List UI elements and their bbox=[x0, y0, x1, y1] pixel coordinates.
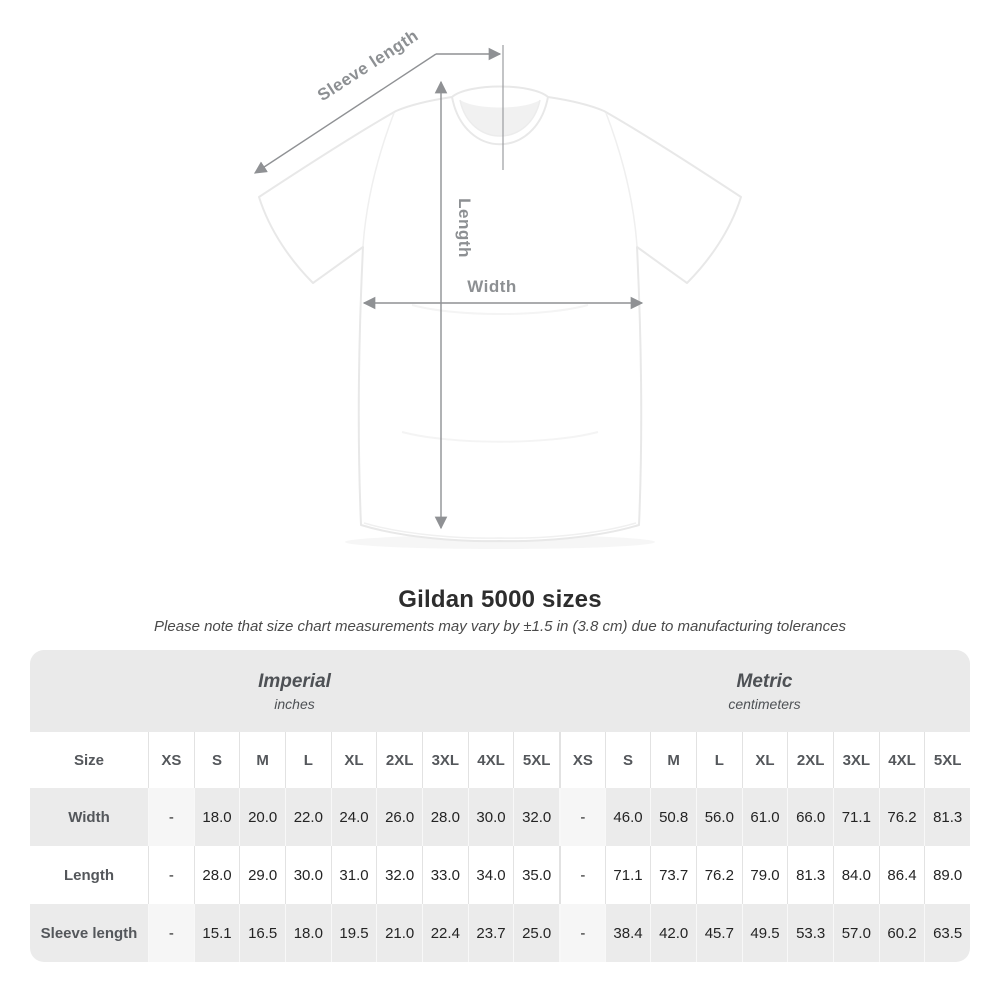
value-metric-4xl: 76.2 bbox=[878, 788, 925, 846]
value-metric-xl: 61.0 bbox=[741, 788, 788, 846]
size-header-metric-5xl: 5XL bbox=[924, 732, 970, 788]
size-header-metric-m: M bbox=[650, 732, 696, 788]
size-header-metric-3xl: 3XL bbox=[833, 732, 879, 788]
value-imperial-2xl: 32.0 bbox=[376, 846, 422, 904]
measurement-label: Width bbox=[30, 788, 148, 846]
right-sleeve-seam bbox=[605, 112, 638, 247]
value-imperial-xs: - bbox=[148, 788, 194, 846]
size-header-metric-xl: XL bbox=[741, 732, 788, 788]
value-imperial-m: 20.0 bbox=[239, 788, 285, 846]
size-header-imperial-5xl: 5XL bbox=[513, 732, 559, 788]
value-imperial-xl: 24.0 bbox=[330, 788, 377, 846]
value-metric-xs: - bbox=[559, 788, 605, 846]
value-metric-l: 45.7 bbox=[696, 904, 742, 962]
group-title: Imperial bbox=[258, 670, 331, 692]
value-metric-xs: - bbox=[559, 846, 605, 904]
size-table: Imperial inches Metric centimeters Size XS S M L… bbox=[30, 650, 970, 962]
group-subtitle: centimeters bbox=[728, 695, 801, 712]
value-metric-s: 46.0 bbox=[604, 788, 651, 846]
group-subtitle: inches bbox=[274, 695, 315, 712]
value-metric-2xl: 53.3 bbox=[787, 904, 833, 962]
value-imperial-2xl: 26.0 bbox=[376, 788, 422, 846]
value-metric-m: 73.7 bbox=[650, 846, 696, 904]
group-title: Metric bbox=[736, 670, 793, 692]
measurement-label: Sleeve length bbox=[30, 904, 148, 962]
size-column-header: Size bbox=[30, 732, 148, 788]
measurement-label: Length bbox=[30, 846, 148, 904]
value-imperial-3xl: 28.0 bbox=[422, 788, 468, 846]
value-imperial-m: 16.5 bbox=[239, 904, 285, 962]
value-imperial-s: 15.1 bbox=[193, 904, 240, 962]
value-metric-xl: 79.0 bbox=[741, 846, 788, 904]
value-imperial-xs: - bbox=[148, 846, 194, 904]
value-metric-m: 42.0 bbox=[650, 904, 696, 962]
size-header-imperial-xl: XL bbox=[330, 732, 377, 788]
value-imperial-4xl: 30.0 bbox=[467, 788, 514, 846]
value-metric-l: 56.0 bbox=[696, 788, 742, 846]
value-imperial-3xl: 22.4 bbox=[422, 904, 468, 962]
value-imperial-m: 29.0 bbox=[239, 846, 285, 904]
size-header-imperial-xs: XS bbox=[148, 732, 194, 788]
value-imperial-l: 22.0 bbox=[285, 788, 331, 846]
size-header-metric-s: S bbox=[604, 732, 651, 788]
value-imperial-5xl: 25.0 bbox=[513, 904, 559, 962]
value-metric-s: 38.4 bbox=[604, 904, 651, 962]
group-header-metric: Metric centimeters bbox=[559, 650, 970, 732]
sleeve-length-label: Sleeve length bbox=[314, 26, 422, 105]
value-imperial-xl: 19.5 bbox=[330, 904, 377, 962]
size-header-imperial-4xl: 4XL bbox=[467, 732, 514, 788]
size-header-metric-xs: XS bbox=[559, 732, 605, 788]
size-header-imperial-3xl: 3XL bbox=[422, 732, 468, 788]
value-imperial-s: 18.0 bbox=[193, 788, 240, 846]
size-header-imperial-l: L bbox=[285, 732, 331, 788]
left-sleeve-seam bbox=[362, 112, 395, 247]
size-chart-note: Please note that size chart measurements… bbox=[154, 618, 846, 635]
value-imperial-5xl: 32.0 bbox=[513, 788, 559, 846]
fabric-fold bbox=[401, 431, 599, 443]
length-label: Length bbox=[455, 198, 474, 258]
value-imperial-xl: 31.0 bbox=[330, 846, 377, 904]
value-imperial-3xl: 33.0 bbox=[422, 846, 468, 904]
size-header-metric-4xl: 4XL bbox=[878, 732, 925, 788]
value-metric-5xl: 89.0 bbox=[924, 846, 970, 904]
value-metric-2xl: 81.3 bbox=[787, 846, 833, 904]
value-metric-3xl: 57.0 bbox=[833, 904, 879, 962]
collar-outline bbox=[451, 96, 549, 146]
hem-stitch-line bbox=[363, 522, 637, 539]
size-header-imperial-m: M bbox=[239, 732, 285, 788]
size-header-imperial-2xl: 2XL bbox=[376, 732, 422, 788]
value-imperial-2xl: 21.0 bbox=[376, 904, 422, 962]
value-metric-4xl: 86.4 bbox=[878, 846, 925, 904]
size-chart-title: Gildan 5000 sizes bbox=[398, 586, 602, 613]
value-imperial-4xl: 34.0 bbox=[467, 846, 514, 904]
size-header-metric-2xl: 2XL bbox=[787, 732, 833, 788]
value-metric-2xl: 66.0 bbox=[787, 788, 833, 846]
value-metric-xs: - bbox=[559, 904, 605, 962]
value-imperial-xs: - bbox=[148, 904, 194, 962]
collar-interior bbox=[460, 100, 540, 136]
size-header-imperial-s: S bbox=[193, 732, 240, 788]
sleeve-length-arrow bbox=[253, 53, 437, 174]
size-header-metric-l: L bbox=[696, 732, 742, 788]
collar-rib-line bbox=[459, 99, 541, 137]
value-metric-5xl: 81.3 bbox=[924, 788, 970, 846]
value-metric-5xl: 63.5 bbox=[924, 904, 970, 962]
value-imperial-5xl: 35.0 bbox=[513, 846, 559, 904]
value-metric-3xl: 71.1 bbox=[833, 788, 879, 846]
value-imperial-l: 18.0 bbox=[285, 904, 331, 962]
value-metric-4xl: 60.2 bbox=[878, 904, 925, 962]
value-metric-3xl: 84.0 bbox=[833, 846, 879, 904]
value-imperial-l: 30.0 bbox=[285, 846, 331, 904]
group-header-imperial: Imperial inches bbox=[30, 650, 559, 732]
value-metric-m: 50.8 bbox=[650, 788, 696, 846]
value-metric-l: 76.2 bbox=[696, 846, 742, 904]
tshirt-diagram: Sleeve length Length Width bbox=[253, 26, 742, 543]
width-label: Width bbox=[467, 277, 517, 296]
value-metric-s: 71.1 bbox=[604, 846, 651, 904]
value-imperial-s: 28.0 bbox=[193, 846, 240, 904]
value-imperial-4xl: 23.7 bbox=[467, 904, 514, 962]
value-metric-xl: 49.5 bbox=[741, 904, 788, 962]
